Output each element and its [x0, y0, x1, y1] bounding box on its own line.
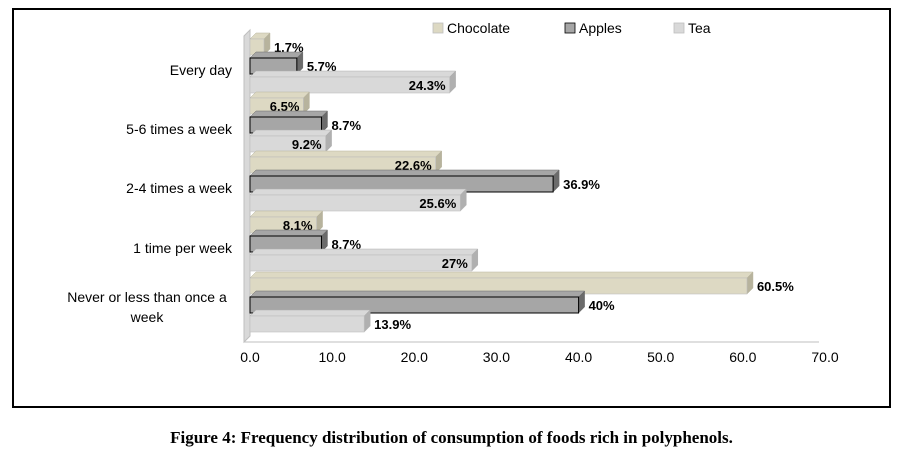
data-label-tea-1: 9.2% [292, 137, 322, 152]
category-label-3: 1 time per week [133, 240, 233, 256]
legend-label-tea: Tea [688, 20, 711, 36]
data-label-tea-3: 27% [442, 256, 468, 271]
data-label-chocolate-1: 6.5% [270, 99, 300, 114]
data-label-apples-0: 5.7% [307, 59, 337, 74]
data-label-chocolate-3: 8.1% [283, 218, 313, 233]
bar-tea-4 [249, 309, 371, 333]
legend-item-tea: Tea [673, 20, 711, 36]
x-tick-label-6: 60.0 [729, 349, 756, 365]
bar-chocolate-0 [249, 32, 271, 56]
data-label-apples-4: 40% [589, 298, 615, 313]
bar-apples-4 [249, 290, 586, 314]
data-label-tea-0: 24.3% [409, 78, 446, 93]
data-label-chocolate-4: 60.5% [757, 279, 794, 294]
data-label-chocolate-2: 22.6% [395, 158, 432, 173]
data-label-apples-3: 8.7% [331, 237, 361, 252]
bar-apples-3 [249, 229, 329, 253]
figure-caption: Figure 4: Frequency distribution of cons… [170, 428, 733, 447]
data-label-tea-2: 25.6% [419, 196, 456, 211]
legend-label-chocolate: Chocolate [447, 20, 510, 36]
bar-chocolate-1 [249, 91, 310, 115]
category-label-2: 2-4 times a week [126, 180, 233, 196]
bar-tea-1 [249, 129, 333, 153]
legend-swatch-apples [564, 22, 576, 34]
category-label-0: Every day [170, 62, 232, 78]
data-label-chocolate-0: 1.7% [274, 40, 304, 55]
bar-apples-1 [249, 110, 329, 134]
legend-item-chocolate: Chocolate [432, 20, 510, 36]
bar-chocolate-3 [249, 210, 324, 234]
x-tick-label-3: 30.0 [483, 349, 510, 365]
data-label-apples-1: 8.7% [331, 118, 361, 133]
bar-chocolate-4 [249, 271, 754, 295]
chart-frame: 1.7% 5.7% 24.3% Every day 6.5% 8.7% 9.2% 5-6 ti… [12, 8, 891, 408]
data-label-tea-4: 13.9% [374, 317, 411, 332]
x-tick-label-2: 20.0 [401, 349, 428, 365]
axis-wall [243, 28, 251, 344]
legend-swatch-tea [673, 22, 685, 34]
bar-tea-2 [249, 188, 467, 212]
x-tick-label-1: 10.0 [319, 349, 346, 365]
bar-chart: 1.7%5.7% 24.3% Every day 6.5% 8.7% 9.2% 5-6 ti… [67, 20, 839, 365]
legend-label-apples: Apples [579, 20, 622, 36]
bar-tea-0 [249, 70, 457, 94]
legend-item-apples: Apples [564, 20, 622, 36]
bar-apples-0 [249, 51, 304, 75]
x-tick-label-0: 0.0 [240, 349, 260, 365]
category-label-1: 5-6 times a week [126, 121, 233, 137]
x-tick-label-4: 40.0 [565, 349, 592, 365]
legend-swatch-chocolate [432, 22, 444, 34]
data-label-apples-2: 36.9% [563, 177, 600, 192]
bar-apples-2 [249, 169, 560, 193]
category-label-4: Never or less than once a week [67, 289, 227, 325]
x-tick-label-7: 70.0 [811, 349, 838, 365]
bar-chocolate-2 [249, 150, 443, 174]
x-tick-label-5: 50.0 [647, 349, 674, 365]
bar-tea-3 [249, 248, 479, 272]
